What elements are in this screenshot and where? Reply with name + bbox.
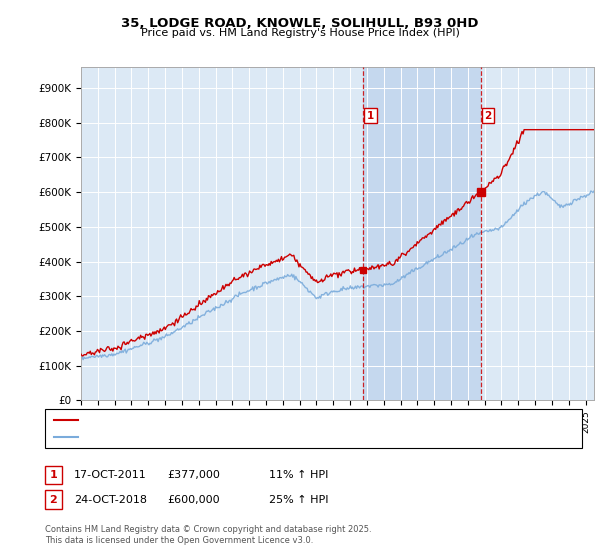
Text: Price paid vs. HM Land Registry's House Price Index (HPI): Price paid vs. HM Land Registry's House …	[140, 28, 460, 38]
Text: 2: 2	[485, 111, 492, 121]
Text: £600,000: £600,000	[167, 494, 220, 505]
Text: HPI: Average price, detached house, Solihull: HPI: Average price, detached house, Soli…	[84, 432, 301, 442]
Text: 24-OCT-2018: 24-OCT-2018	[74, 494, 147, 505]
Text: 1: 1	[367, 111, 374, 121]
Text: 35, LODGE ROAD, KNOWLE, SOLIHULL, B93 0HD: 35, LODGE ROAD, KNOWLE, SOLIHULL, B93 0H…	[121, 17, 479, 30]
Bar	[364, 67, 481, 400]
Text: 2: 2	[50, 494, 57, 505]
Text: 17-OCT-2011: 17-OCT-2011	[74, 470, 146, 480]
Text: Contains HM Land Registry data © Crown copyright and database right 2025.
This d: Contains HM Land Registry data © Crown c…	[45, 525, 371, 545]
Text: £377,000: £377,000	[167, 470, 220, 480]
Text: 25% ↑ HPI: 25% ↑ HPI	[269, 494, 328, 505]
Text: 1: 1	[50, 470, 57, 480]
Text: 35, LODGE ROAD, KNOWLE, SOLIHULL, B93 0HD (detached house): 35, LODGE ROAD, KNOWLE, SOLIHULL, B93 0H…	[84, 415, 410, 425]
Text: 11% ↑ HPI: 11% ↑ HPI	[269, 470, 328, 480]
